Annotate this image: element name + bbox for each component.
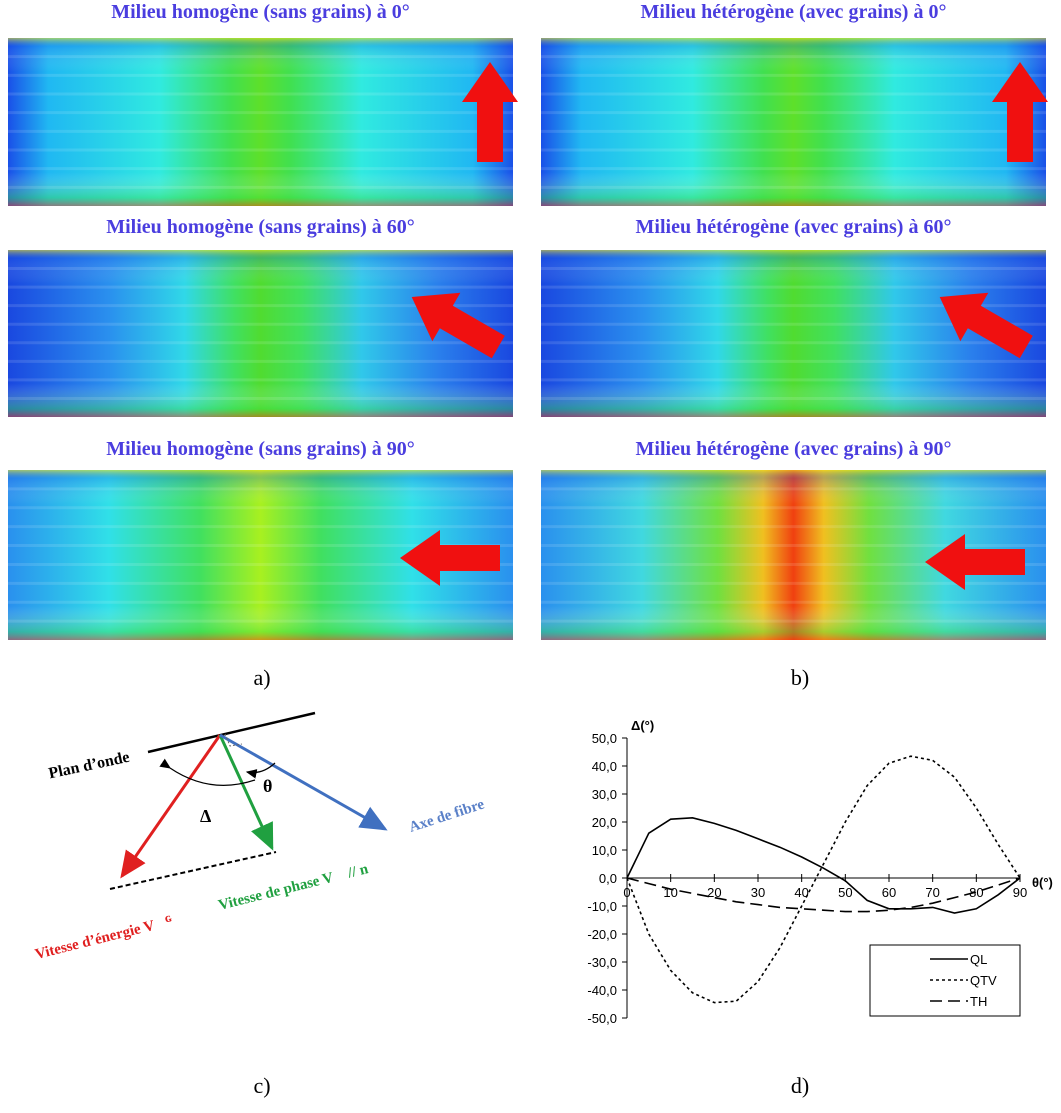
y-tick-label: 50,0	[592, 731, 617, 746]
x-tick-label: 80	[969, 885, 983, 900]
y-tick-label: 20,0	[592, 815, 617, 830]
fiber-arrow	[219, 733, 388, 831]
legend-label: TH	[970, 994, 987, 1009]
panel-label: d)	[791, 1073, 809, 1098]
phase-label: Vitesse de phase V⃗ // n⃗	[217, 858, 381, 914]
x-tick-label: 60	[882, 885, 896, 900]
theta-label: θ	[263, 776, 272, 796]
direction-arrow	[992, 62, 1048, 162]
energy-label: Vitesse d’énergie V⃗ᴳ	[34, 913, 175, 963]
legend-label: QL	[970, 952, 987, 967]
diagram: Plan d’onde Δ θ Vitesse d’énergie V⃗ᴳ Vi…	[34, 711, 487, 963]
y-tick-label: 30,0	[592, 787, 617, 802]
direction-arrow	[462, 62, 518, 162]
phase-arrow	[218, 734, 274, 851]
x-tick-label: 20	[707, 885, 721, 900]
theta-arc	[245, 762, 276, 779]
dashed-line	[109, 851, 277, 890]
panel-title: Milieu hétérogène (avec grains) à 60°	[636, 216, 952, 238]
wave-plane-label: Plan d’onde	[47, 749, 131, 783]
direction-arrow	[939, 292, 1033, 359]
heatmap-edge	[8, 250, 513, 417]
x-tick-label: 40	[794, 885, 808, 900]
energy-arrow	[120, 734, 222, 879]
right-angle	[224, 733, 243, 747]
x-axis-label: θ(°)	[1032, 875, 1053, 890]
direction-arrow	[925, 534, 1025, 590]
wave-plane-line	[147, 711, 316, 754]
line-series	[626, 877, 1021, 913]
y-tick-label: 40,0	[592, 759, 617, 774]
panel-title: Milieu homogène (sans grains) à 0°	[111, 1, 410, 23]
panel-title: Milieu homogène (sans grains) à 90°	[106, 438, 415, 460]
y-tick-label: -30,0	[587, 955, 617, 970]
y-tick-label: -20,0	[587, 927, 617, 942]
fiber-label: Axe de fibre	[407, 796, 486, 835]
x-tick-label: 90	[1013, 885, 1027, 900]
legend-label: QTV	[970, 973, 997, 988]
heatmap-edge	[541, 38, 1046, 206]
panel-label: b)	[791, 665, 809, 690]
panel-title: Milieu hétérogène (avec grains) à 0°	[641, 1, 947, 23]
y-tick-label: -10,0	[587, 899, 617, 914]
panel-label: a)	[253, 665, 270, 690]
x-tick-label: 50	[838, 885, 852, 900]
y-tick-label: -50,0	[587, 1011, 617, 1026]
y-axis-label: Δ(°)	[631, 718, 654, 733]
y-tick-label: 10,0	[592, 843, 617, 858]
line-series	[626, 755, 1021, 1004]
direction-arrow	[411, 292, 505, 359]
x-tick-label: 70	[925, 885, 939, 900]
delta-arc	[159, 758, 256, 786]
x-tick-label: 0	[623, 885, 630, 900]
heatmap-edge	[541, 250, 1046, 417]
panel-title: Milieu hétérogène (avec grains) à 90°	[636, 438, 952, 460]
line-series	[626, 816, 1021, 914]
delta-label: Δ	[200, 806, 211, 826]
panel-title: Milieu homogène (sans grains) à 60°	[106, 216, 415, 238]
heatmap-edge	[8, 38, 513, 206]
x-tick-label: 30	[751, 885, 765, 900]
y-tick-label: -40,0	[587, 983, 617, 998]
direction-arrow	[400, 530, 500, 586]
panel-label: c)	[253, 1073, 270, 1098]
y-tick-label: 0,0	[599, 871, 617, 886]
